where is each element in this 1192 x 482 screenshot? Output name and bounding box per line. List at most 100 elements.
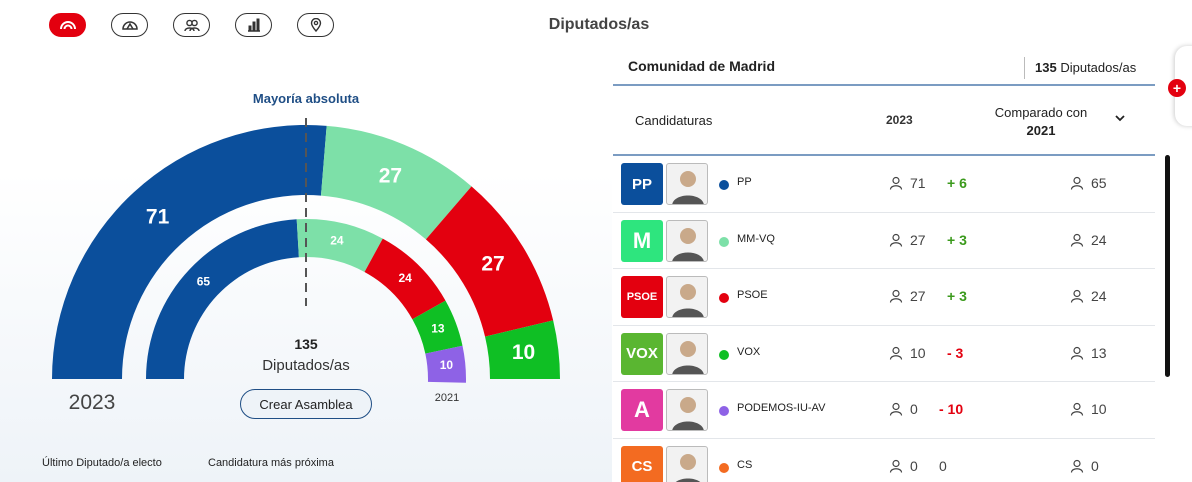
party-color-dot bbox=[719, 236, 729, 247]
seats-2021: 0 bbox=[1091, 457, 1099, 474]
user-icon bbox=[889, 346, 903, 360]
table-row[interactable]: PP PP 71 + 6 65 bbox=[613, 156, 1155, 213]
column-header-candidates: Candidaturas bbox=[635, 113, 713, 128]
candidate-photo bbox=[666, 276, 708, 318]
party-name: PP bbox=[737, 176, 752, 188]
page-title: Diputados/as bbox=[548, 16, 650, 33]
map-pin-icon bbox=[310, 18, 321, 32]
seat-value-2021-mm-vq: 24 bbox=[330, 234, 344, 248]
party-color-dot bbox=[719, 293, 729, 303]
candidate-photo bbox=[666, 389, 708, 431]
user-icon bbox=[889, 233, 903, 247]
party-name: MM-VQ bbox=[737, 232, 775, 245]
seat-value-2021-vox: 13 bbox=[431, 321, 445, 335]
seat-value-2023-psoe: 27 bbox=[481, 253, 504, 276]
majority-label: Mayoría absoluta bbox=[252, 91, 360, 106]
divider bbox=[1024, 57, 1025, 79]
nav-users-button[interactable] bbox=[173, 13, 210, 37]
user-icon bbox=[889, 402, 903, 416]
party-rows: PP PP 71 + 6 65 M MM-VQ 27 + 3 24 PSOE PSOE 27 + 3 24 V… bbox=[613, 156, 1155, 482]
hemicycle-panel: 71 27 27 10 65 24 24 13 10 Mayoría absoluta 135 … bbox=[0, 40, 612, 482]
seat-value-2023-pp: 71 bbox=[146, 206, 170, 229]
candidate-photo bbox=[666, 445, 708, 482]
compare-dropdown[interactable]: Comparado con 2021 bbox=[994, 105, 1088, 138]
legend-closest-candidate: Candidatura más próxima bbox=[208, 457, 334, 469]
seat-value-2023-mm-vq: 27 bbox=[379, 164, 402, 187]
party-logo: M bbox=[621, 219, 663, 262]
year-2021-label: 2021 bbox=[434, 392, 460, 404]
scrollbar[interactable] bbox=[1165, 155, 1170, 377]
view-switcher bbox=[49, 13, 334, 37]
seat-arc-2023-pp[interactable] bbox=[52, 125, 327, 379]
legend-last-elected: Último Diputado/a electo bbox=[42, 457, 162, 469]
seats-2021: 10 bbox=[1091, 401, 1107, 417]
party-color-dot bbox=[719, 349, 729, 360]
party-logo: VOX bbox=[621, 332, 663, 375]
table-row[interactable]: M MM-VQ 27 + 3 24 bbox=[613, 213, 1155, 269]
create-assembly-button[interactable]: Crear Asamblea bbox=[240, 389, 372, 419]
seat-change: 0 bbox=[939, 457, 947, 474]
table-row[interactable]: A PODEMOS-IU-AV 0 - 10 10 bbox=[613, 382, 1155, 439]
seat-arc-2021-vox[interactable] bbox=[412, 300, 463, 354]
seat-change: + 3 bbox=[947, 231, 967, 248]
user-icon bbox=[1070, 346, 1084, 360]
seat-change: - 3 bbox=[947, 344, 964, 361]
party-color-dot bbox=[719, 406, 729, 416]
seats-2021: 24 bbox=[1091, 288, 1107, 304]
candidate-photo bbox=[666, 163, 708, 205]
seat-arc-2021-podemos-iu-av[interactable] bbox=[425, 345, 466, 383]
year-2023-label: 2023 bbox=[68, 391, 116, 414]
user-icon bbox=[889, 459, 903, 473]
table-header: Candidaturas 2023 Comparado con 2021 bbox=[613, 86, 1155, 156]
region-name: Comunidad de Madrid bbox=[628, 58, 775, 74]
nav-bar-chart-button[interactable] bbox=[235, 13, 272, 37]
table-row[interactable]: CS CS 0 0 0 bbox=[613, 439, 1155, 482]
results-table: Comunidad de Madrid 135 Diputados/as Can… bbox=[613, 46, 1155, 482]
seat-value-2021-podemos-iu-av: 10 bbox=[440, 358, 454, 372]
expand-plus-button[interactable]: + bbox=[1168, 79, 1186, 97]
party-name: VOX bbox=[737, 345, 761, 358]
user-icon bbox=[1070, 176, 1084, 190]
seat-arc-2023-mm-vq[interactable] bbox=[320, 125, 472, 240]
users-icon bbox=[183, 19, 200, 32]
seats-2023: 27 bbox=[910, 288, 926, 304]
party-name: PSOE bbox=[737, 289, 768, 301]
party-logo: PP bbox=[621, 163, 663, 205]
user-icon bbox=[1070, 402, 1084, 416]
candidate-photo bbox=[666, 332, 708, 375]
nav-hemicycle-button[interactable] bbox=[49, 13, 86, 37]
seat-arc-2021-mm-vq[interactable] bbox=[296, 219, 383, 272]
party-name: CS bbox=[737, 458, 753, 471]
party-color-dot bbox=[719, 180, 729, 190]
party-color-dot bbox=[719, 462, 729, 473]
seats-2023: 0 bbox=[910, 457, 918, 474]
seat-arc-2021-psoe[interactable] bbox=[364, 238, 446, 320]
candidate-photo bbox=[666, 219, 708, 262]
seat-change: + 6 bbox=[947, 175, 967, 191]
seats-2023: 0 bbox=[910, 401, 918, 417]
seats-2023: 27 bbox=[910, 231, 926, 248]
party-name: PODEMOS-IU-AV bbox=[737, 402, 826, 414]
seat-arc-2023-vox[interactable] bbox=[485, 320, 560, 379]
column-header-year: 2023 bbox=[886, 113, 913, 127]
seats-2021: 65 bbox=[1091, 175, 1107, 191]
user-icon bbox=[889, 176, 903, 190]
seat-value-2023-vox: 10 bbox=[512, 341, 535, 364]
table-row[interactable]: PSOE PSOE 27 + 3 24 bbox=[613, 269, 1155, 326]
party-logo: CS bbox=[621, 445, 663, 482]
region-header: Comunidad de Madrid 135 Diputados/as bbox=[613, 46, 1155, 86]
seat-arc-2021-pp[interactable] bbox=[146, 219, 299, 379]
table-row[interactable]: VOX VOX 10 - 3 13 bbox=[613, 326, 1155, 382]
seats-2021: 13 bbox=[1091, 344, 1107, 361]
total-seats-label: Diputados/as bbox=[262, 357, 350, 374]
seat-arc-2023-psoe[interactable] bbox=[425, 186, 554, 337]
nav-map-pin-button[interactable] bbox=[297, 13, 334, 37]
party-logo: PSOE bbox=[621, 276, 663, 318]
chevron-down-icon[interactable] bbox=[1113, 111, 1127, 125]
hemicycle-chart: 71 27 27 10 65 24 24 13 10 bbox=[52, 118, 560, 383]
map-hemicycle-icon bbox=[121, 21, 138, 30]
seats-2023: 71 bbox=[910, 175, 926, 191]
nav-map-hemicycle-button[interactable] bbox=[111, 13, 148, 37]
user-icon bbox=[889, 289, 903, 303]
seat-value-2021-psoe: 24 bbox=[398, 271, 412, 285]
